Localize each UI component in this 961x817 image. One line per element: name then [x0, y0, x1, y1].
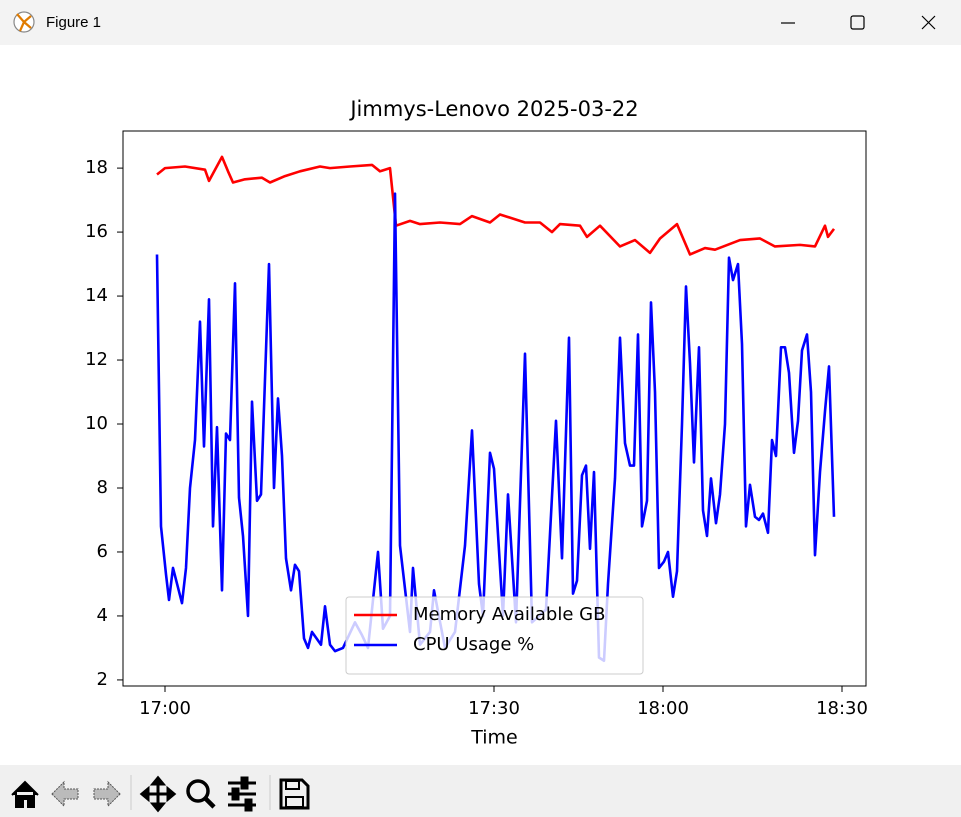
y-tick-label: 6: [97, 541, 108, 562]
pan-button[interactable]: [139, 775, 177, 813]
chart-title: Jimmys-Lenovo 2025-03-22: [348, 97, 638, 121]
y-tick-label: 16: [85, 221, 108, 242]
x-axis-label: Time: [470, 727, 518, 749]
legend-box: [345, 596, 644, 675]
home-button[interactable]: [11, 780, 39, 808]
x-tick-label: 18:30: [816, 698, 868, 719]
plot: [155, 155, 836, 663]
x-tick-label: 17:00: [139, 698, 191, 719]
y-tick-label: 4: [97, 605, 108, 626]
zoom-button[interactable]: [186, 779, 216, 809]
maximize-button[interactable]: [850, 15, 865, 30]
save-button[interactable]: [279, 778, 310, 810]
data-line: [156, 155, 836, 256]
x-tick-label: 17:30: [468, 698, 520, 719]
configure-button[interactable]: [228, 776, 256, 812]
legend-label: Memory Available GB: [413, 604, 605, 625]
title-bar: [0, 0, 961, 45]
y-tick-label: 12: [85, 349, 108, 370]
y-tick-label: 10: [85, 413, 108, 434]
close-button[interactable]: [921, 15, 936, 30]
y-tick-label: 8: [97, 477, 108, 498]
legend: Memory Available GB CPU Usage %: [345, 596, 644, 675]
back-button[interactable]: [51, 780, 79, 808]
forward-button[interactable]: [93, 780, 121, 808]
legend-label: CPU Usage %: [413, 634, 534, 655]
x-tick-label: 18:00: [637, 698, 689, 719]
y-tick-label: 2: [97, 669, 108, 690]
data-line: [155, 192, 836, 663]
app-icon: [13, 11, 35, 33]
y-tick-label: 14: [85, 285, 108, 306]
y-tick-label: 18: [85, 157, 108, 178]
window-title: Figure 1: [46, 14, 101, 31]
